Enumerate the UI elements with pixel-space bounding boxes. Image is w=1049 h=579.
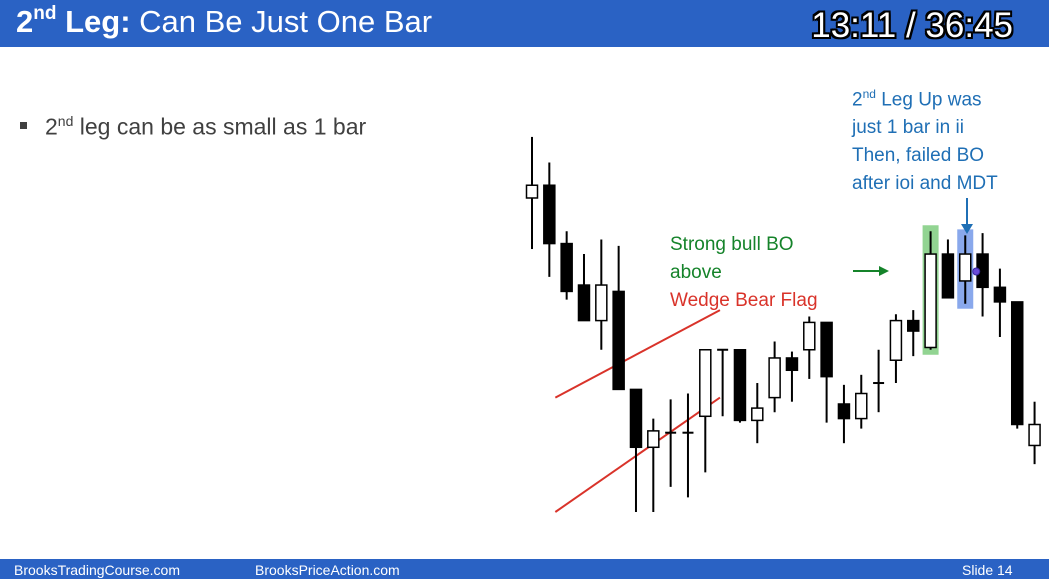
cursor-marker <box>972 267 981 276</box>
candle-body-1 <box>543 184 556 245</box>
annotation-blue-line4: after ioi and MDT <box>852 173 998 195</box>
bullet-main: 2 <box>45 113 58 140</box>
candle-body-25 <box>959 253 972 282</box>
annotation-wedge: Wedge Bear Flag <box>670 287 818 315</box>
title-superscript: nd <box>33 2 57 24</box>
candle-body-2 <box>560 242 573 293</box>
candle-body-12 <box>733 349 747 422</box>
candle-body-21 <box>889 319 903 361</box>
candle-body-27 <box>993 286 1007 303</box>
candle-body-23 <box>924 253 937 349</box>
slide-title: 2nd Leg: Can Be Just One Bar <box>16 2 432 42</box>
annotation-blue-line1-sup: nd <box>862 87 876 101</box>
annotation-blue-line1-rest: Leg Up was <box>875 89 982 111</box>
right-arrow-head <box>879 266 889 276</box>
title-bold-rest: Leg: <box>56 4 131 39</box>
bullet-point: 2nd leg can be as small as 1 bar <box>20 113 366 141</box>
footer-bar: BrooksTradingCourse.com BrooksPriceActio… <box>0 559 1049 579</box>
title-main: 2 <box>16 4 34 39</box>
candle-body-5 <box>612 290 625 391</box>
footer-left-link[interactable]: BrooksTradingCourse.com <box>14 562 180 578</box>
annotation-blue-line1-main: 2 <box>852 89 863 111</box>
down-arrow-head <box>961 224 973 234</box>
candle-body-28 <box>1010 301 1024 426</box>
candle-body-10 <box>699 349 712 418</box>
annotation-blue-line2: just 1 bar in ii <box>852 117 964 139</box>
slide-number: Slide 14 <box>962 562 1013 578</box>
title-rest: Can Be Just One Bar <box>130 4 433 39</box>
title-bar: 2nd Leg: Can Be Just One Bar 13:11 / 36:… <box>0 0 1049 47</box>
annotation-red-line1: Wedge Bear Flag <box>670 290 818 311</box>
bullet-square-icon <box>20 122 27 130</box>
candle-body-7 <box>647 430 660 449</box>
candle-body-14 <box>768 357 781 399</box>
bullet-rest: leg can be as small as 1 bar <box>73 113 367 140</box>
candle-body-6 <box>629 388 643 449</box>
candle-body-18 <box>837 403 851 420</box>
annotation-bull-bo: Strong bull BO above <box>670 231 794 287</box>
annotation-blue-line3: Then, failed BO <box>852 145 985 167</box>
video-timer: 13:11 / 36:45 <box>811 6 1013 45</box>
candle-body-17 <box>820 321 833 378</box>
candle-body-24 <box>941 253 955 299</box>
candle-body-13 <box>751 407 764 422</box>
candle-body-16 <box>803 321 816 351</box>
annotation-green-line1: Strong bull BO <box>670 234 794 255</box>
candle-body-15 <box>785 357 799 372</box>
wedge-line-0 <box>554 309 721 399</box>
annotation-second-leg: 2nd Leg Up was just 1 bar in ii Then, fa… <box>852 80 998 198</box>
candle-body-4 <box>595 284 608 322</box>
candle-body-3 <box>577 284 591 322</box>
candle-body-0 <box>525 184 539 199</box>
candle-body-19 <box>855 392 868 420</box>
wedge-line-1 <box>554 396 721 513</box>
annotation-green-line2: above <box>670 262 722 283</box>
candle-body-29 <box>1028 423 1041 447</box>
bullet-superscript: nd <box>57 113 74 129</box>
candle-body-22 <box>907 319 920 332</box>
footer-mid-link[interactable]: BrooksPriceAction.com <box>255 562 400 578</box>
